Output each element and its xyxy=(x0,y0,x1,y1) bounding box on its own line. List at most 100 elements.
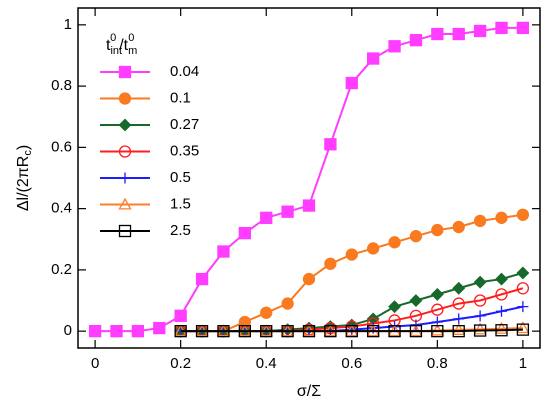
marker xyxy=(260,306,273,319)
marker xyxy=(324,325,337,338)
marker xyxy=(119,172,131,184)
y-tick-label: 0 xyxy=(64,322,72,339)
marker xyxy=(452,323,466,335)
series-line xyxy=(180,328,523,333)
marker xyxy=(110,325,123,338)
marker xyxy=(431,223,444,237)
marker xyxy=(118,224,132,238)
marker xyxy=(473,322,487,335)
marker xyxy=(452,297,465,310)
marker xyxy=(195,272,209,286)
marker xyxy=(88,325,102,338)
marker xyxy=(217,325,230,338)
marker xyxy=(260,211,273,224)
marker xyxy=(388,325,401,338)
marker xyxy=(430,323,444,336)
x-tick-label: 0.4 xyxy=(256,355,277,372)
marker xyxy=(517,301,529,313)
x-tick-label: 0 xyxy=(91,355,99,372)
marker xyxy=(302,272,316,286)
marker xyxy=(473,324,487,337)
marker xyxy=(131,325,145,338)
marker xyxy=(153,321,166,335)
marker xyxy=(496,305,507,317)
marker xyxy=(174,309,187,322)
marker xyxy=(495,272,508,286)
legend-label: 0.5 xyxy=(170,169,191,186)
marker xyxy=(281,325,294,338)
marker xyxy=(452,325,465,338)
marker xyxy=(474,310,486,322)
legend-label: 0.04 xyxy=(170,63,199,80)
y-tick-label: 0.8 xyxy=(51,77,72,94)
plot-frame xyxy=(77,7,541,349)
legend-label: 0.27 xyxy=(170,116,199,133)
marker xyxy=(367,52,380,65)
marker xyxy=(430,287,444,301)
marker xyxy=(516,266,530,280)
x-tick-label: 0.6 xyxy=(341,355,362,372)
marker xyxy=(495,324,508,337)
marker xyxy=(260,325,273,338)
marker xyxy=(494,321,509,334)
marker xyxy=(409,230,423,243)
series-line xyxy=(180,213,524,333)
marker xyxy=(452,220,465,234)
marker xyxy=(431,325,444,338)
marker xyxy=(409,34,423,47)
x-axis-label: σ/Σ xyxy=(297,383,321,400)
y-axis-label: Δl/(2πRc) xyxy=(15,145,34,211)
marker xyxy=(431,27,444,41)
marker xyxy=(324,138,337,151)
marker xyxy=(516,208,530,221)
marker xyxy=(516,282,530,295)
marker xyxy=(473,214,487,228)
y-tick-label: 0.6 xyxy=(51,138,72,155)
legend-label: 0.35 xyxy=(170,142,199,159)
legend-label: 0.1 xyxy=(170,89,191,106)
marker xyxy=(324,257,337,270)
marker xyxy=(452,27,465,41)
marker xyxy=(302,199,316,212)
y-tick-label: 1 xyxy=(64,16,72,33)
marker xyxy=(495,288,508,301)
legend-label: 2.5 xyxy=(170,222,191,239)
marker xyxy=(217,245,230,258)
marker xyxy=(118,65,132,79)
marker xyxy=(238,325,251,338)
legend-label: 1.5 xyxy=(170,195,191,212)
marker xyxy=(453,313,465,325)
legend-title: tint0/tm0 xyxy=(106,32,137,57)
marker xyxy=(345,325,358,338)
marker xyxy=(473,275,487,289)
marker xyxy=(281,297,294,310)
marker xyxy=(388,40,401,53)
marker xyxy=(195,325,209,338)
marker xyxy=(118,145,132,158)
marker xyxy=(281,205,294,218)
marker xyxy=(409,325,423,338)
marker xyxy=(473,24,487,38)
marker xyxy=(516,21,530,35)
marker xyxy=(367,242,380,255)
marker xyxy=(516,321,530,334)
y-tick-label: 0.4 xyxy=(51,200,72,217)
marker xyxy=(495,21,508,35)
marker xyxy=(118,92,132,105)
x-tick-label: 0.2 xyxy=(170,355,191,372)
y-tick-label: 0.2 xyxy=(51,261,72,278)
marker xyxy=(388,300,401,314)
x-tick-label: 0.8 xyxy=(427,355,448,372)
marker xyxy=(302,325,316,338)
marker xyxy=(495,211,508,224)
marker xyxy=(345,248,358,261)
marker xyxy=(345,76,358,90)
marker xyxy=(388,236,401,249)
marker xyxy=(431,303,444,316)
marker xyxy=(367,325,380,338)
marker xyxy=(516,323,530,336)
marker xyxy=(473,294,487,307)
marker xyxy=(118,118,132,132)
